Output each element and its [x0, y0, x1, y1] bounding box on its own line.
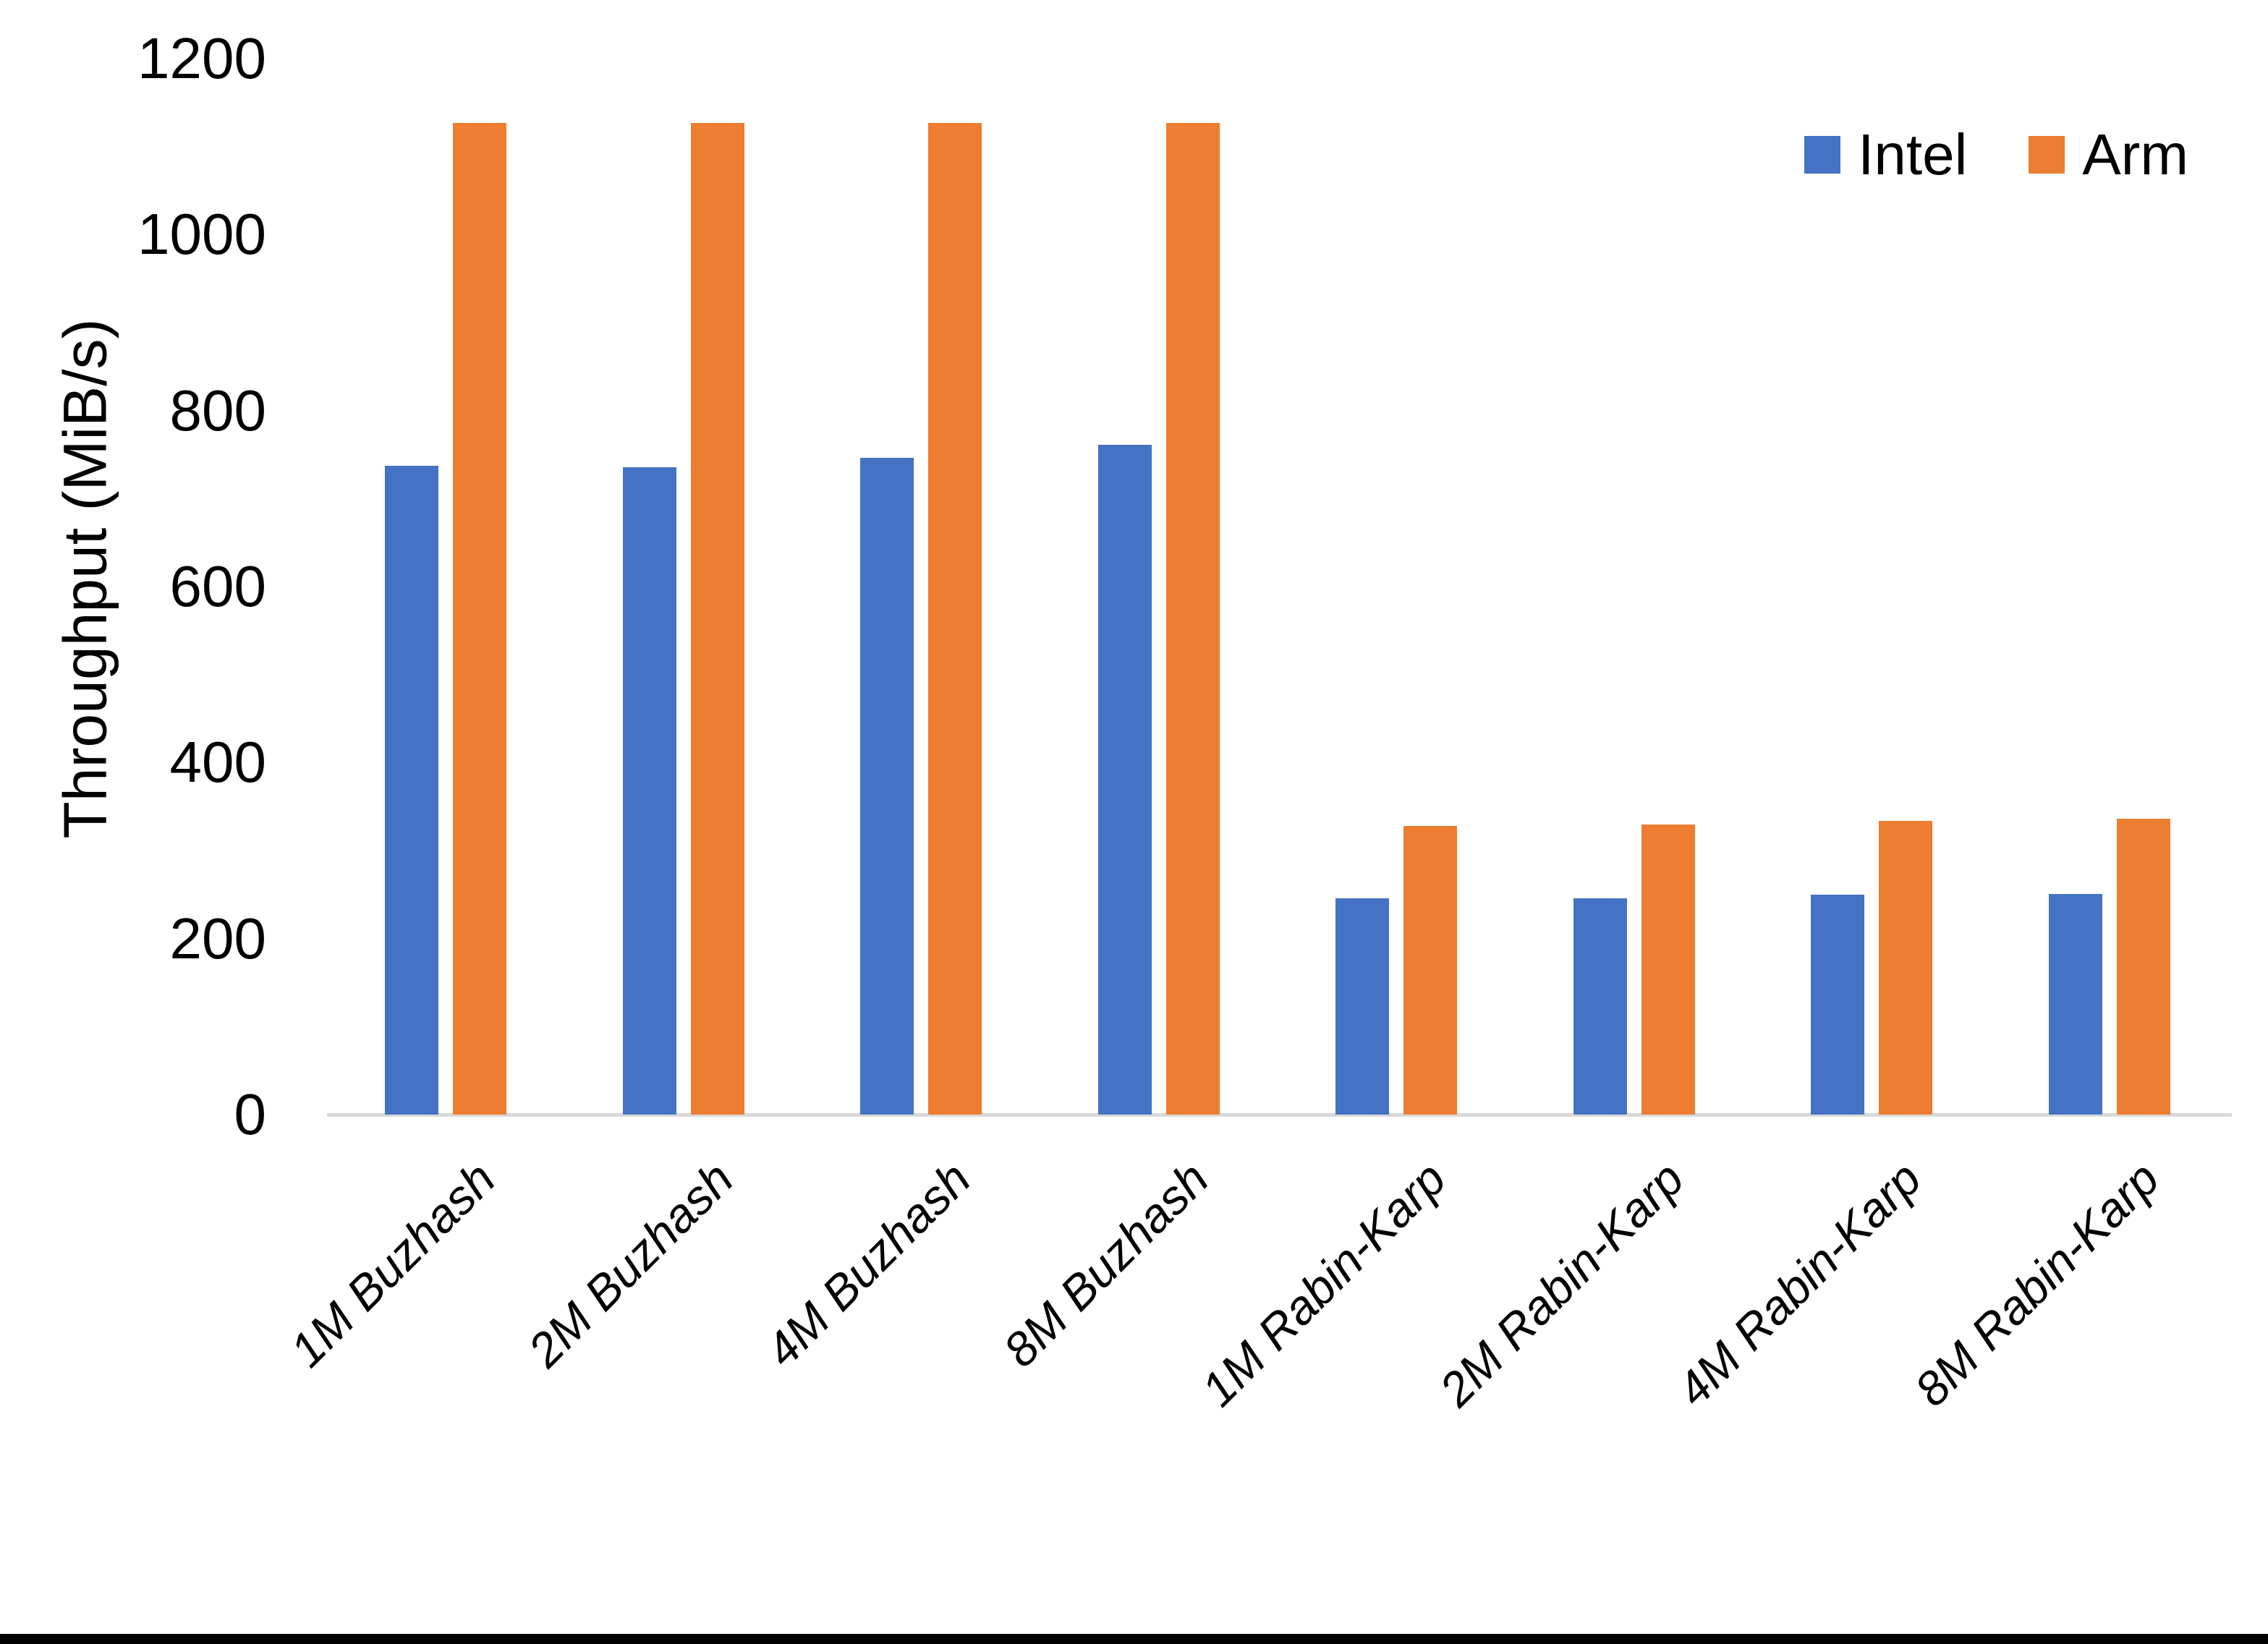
bar-intel-8m-rabin-karp [2048, 894, 2102, 1115]
y-tick-label-400: 400 [169, 730, 266, 795]
y-tick-label-1000: 1000 [137, 202, 266, 267]
x-category-label-8m-buzhash: 8M Buzhash [993, 1151, 1219, 1377]
bar-arm-8m-rabin-karp [2116, 819, 2170, 1115]
y-tick-label-200: 200 [169, 906, 266, 971]
bar-intel-1m-rabin-karp [1335, 898, 1390, 1115]
bar-arm-8m-buzhash [1165, 123, 1220, 1115]
x-category-label-2m-rabin-karp: 2M Rabin-Karp [1428, 1151, 1694, 1417]
bar-intel-4m-buzhash [860, 458, 914, 1115]
bar-arm-1m-buzhash [453, 123, 507, 1115]
bottom-border [0, 1634, 2268, 1644]
y-tick-label-1200: 1200 [137, 26, 266, 90]
x-category-label-1m-rabin-karp: 1M Rabin-Karp [1191, 1151, 1456, 1417]
x-category-label-4m-rabin-karp: 4M Rabin-Karp [1666, 1151, 1932, 1417]
bar-intel-4m-rabin-karp [1811, 895, 1865, 1115]
x-category-label-8m-rabin-karp: 8M Rabin-Karp [1903, 1151, 2170, 1417]
x-category-label-2m-buzhash: 2M Buzhash [517, 1151, 744, 1377]
bar-intel-2m-rabin-karp [1573, 898, 1627, 1115]
legend-swatch-arm [2029, 136, 2065, 174]
bar-arm-4m-buzhash [928, 123, 982, 1115]
x-category-label-1m-buzhash: 1M Buzhash [279, 1151, 506, 1377]
x-axis-line [327, 1113, 2232, 1117]
bar-arm-2m-buzhash [690, 123, 744, 1115]
bar-intel-8m-buzhash [1097, 445, 1152, 1115]
legend-swatch-intel [1804, 136, 1841, 174]
legend-label-intel: Intel [1858, 122, 1968, 187]
bar-arm-4m-rabin-karp [1879, 821, 1933, 1115]
y-tick-label-0: 0 [234, 1082, 267, 1146]
y-tick-label-600: 600 [169, 554, 266, 618]
bar-arm-1m-rabin-karp [1403, 826, 1458, 1115]
legend: Intel Arm [1804, 122, 2188, 188]
bar-intel-2m-buzhash [622, 467, 676, 1115]
bar-intel-1m-buzhash [385, 466, 439, 1115]
legend-entry-arm: Arm [2029, 122, 2188, 188]
legend-label-arm: Arm [2082, 122, 2188, 187]
x-category-label-4m-buzhash: 4M Buzhash [755, 1151, 981, 1377]
y-tick-label-800: 800 [169, 378, 266, 443]
legend-entry-intel: Intel [1804, 122, 1967, 188]
bar-arm-2m-rabin-karp [1641, 825, 1695, 1115]
